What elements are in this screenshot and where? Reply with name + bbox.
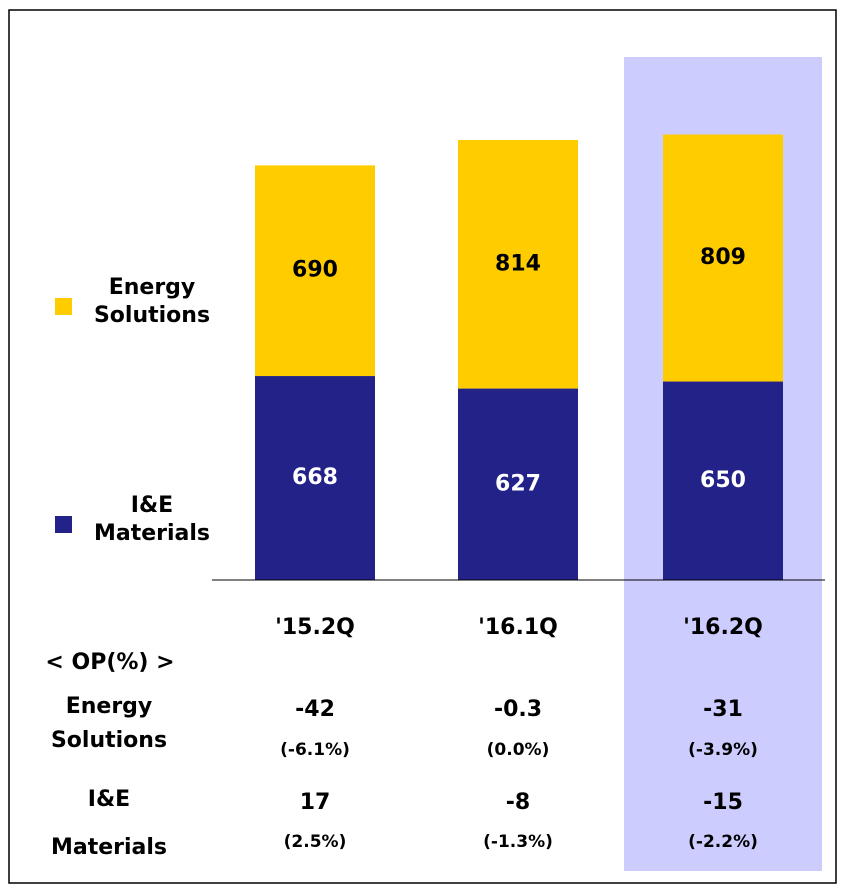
op-value: -31 — [703, 697, 743, 722]
op-margin: (-6.1%) — [280, 740, 350, 760]
row-label: Energy Solutions — [50, 694, 168, 753]
data-label: 690 — [292, 258, 338, 283]
data-label: 627 — [495, 471, 541, 496]
op-value: -0.3 — [494, 697, 542, 722]
op-margin: (-3.9%) — [688, 740, 758, 760]
op-margin: (2.5%) — [284, 832, 347, 852]
table-title: < OP(%) > — [45, 650, 175, 675]
data-label: 650 — [700, 468, 746, 493]
legend-swatch — [55, 516, 72, 533]
x-tick-label: '16.1Q — [478, 615, 558, 640]
bar-segment — [458, 388, 578, 580]
bar-segment — [663, 381, 783, 580]
data-label: 668 — [292, 465, 338, 490]
frame — [8, 9, 837, 884]
bar-segment — [663, 134, 783, 382]
op-margin: (-2.2%) — [688, 832, 758, 852]
x-tick-label: '16.2Q — [683, 615, 763, 640]
row-label: I&E Materials — [50, 787, 168, 860]
op-value: -42 — [295, 697, 335, 722]
op-value: 17 — [300, 790, 331, 815]
bar-segment — [255, 376, 375, 580]
bar-segment — [255, 165, 375, 377]
legend-swatch — [55, 298, 72, 315]
legend-label: I&E Materials — [93, 493, 211, 546]
data-label: 814 — [495, 251, 541, 276]
op-value: -8 — [506, 790, 530, 815]
x-tick-label: '15.2Q — [275, 615, 355, 640]
op-margin: (0.0%) — [487, 740, 550, 760]
bar-segment — [458, 140, 578, 389]
legend-label: Energy Solutions — [93, 275, 211, 328]
op-value: -15 — [703, 790, 743, 815]
op-margin: (-1.3%) — [483, 832, 553, 852]
data-label: 809 — [700, 245, 746, 270]
